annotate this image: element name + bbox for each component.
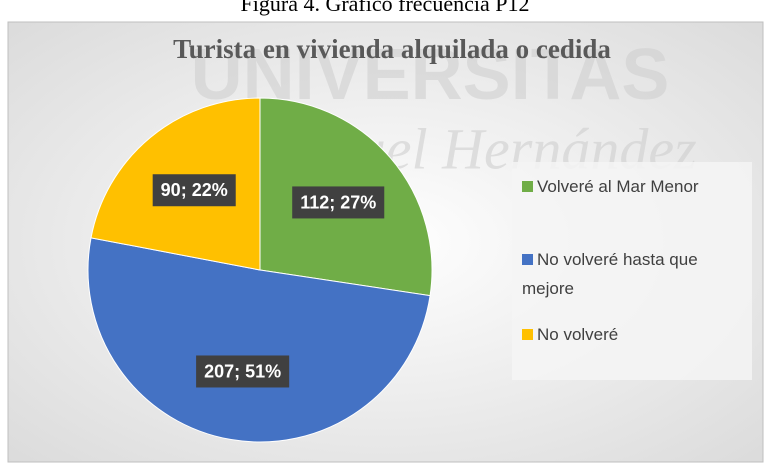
data-label-text: 207; 51%: [204, 361, 281, 381]
legend-item: Volveré al Mar Menor: [522, 172, 750, 201]
legend-item: No volveré: [522, 320, 750, 349]
data-label-box: [292, 186, 385, 219]
data-label: 112; 27%: [292, 186, 385, 219]
data-label: 90; 22%: [152, 174, 236, 207]
legend-label: No volveré hasta que mejore: [522, 250, 698, 298]
legend-item: No volveré hasta que mejore: [522, 245, 750, 303]
data-label-box: [152, 174, 236, 207]
pie-slice: [87, 237, 431, 443]
legend-swatch: [522, 181, 533, 192]
data-label-text: 112; 27%: [300, 192, 376, 212]
chart-title: Turista en vivienda alquilada o cedida: [173, 34, 611, 64]
data-label: 207; 51%: [196, 355, 290, 388]
legend-swatch: [522, 329, 533, 340]
legend-swatch: [522, 254, 533, 265]
legend-label: No volveré: [537, 325, 619, 344]
legend-label: Volveré al Mar Menor: [537, 177, 699, 196]
data-label-box: [196, 355, 290, 388]
legend: Volveré al Mar Menor No volveré hasta que…: [512, 162, 752, 380]
data-label-text: 90; 22%: [161, 180, 228, 200]
caption: Figura 4. Gráfico frecuencia P12: [241, 0, 530, 16]
